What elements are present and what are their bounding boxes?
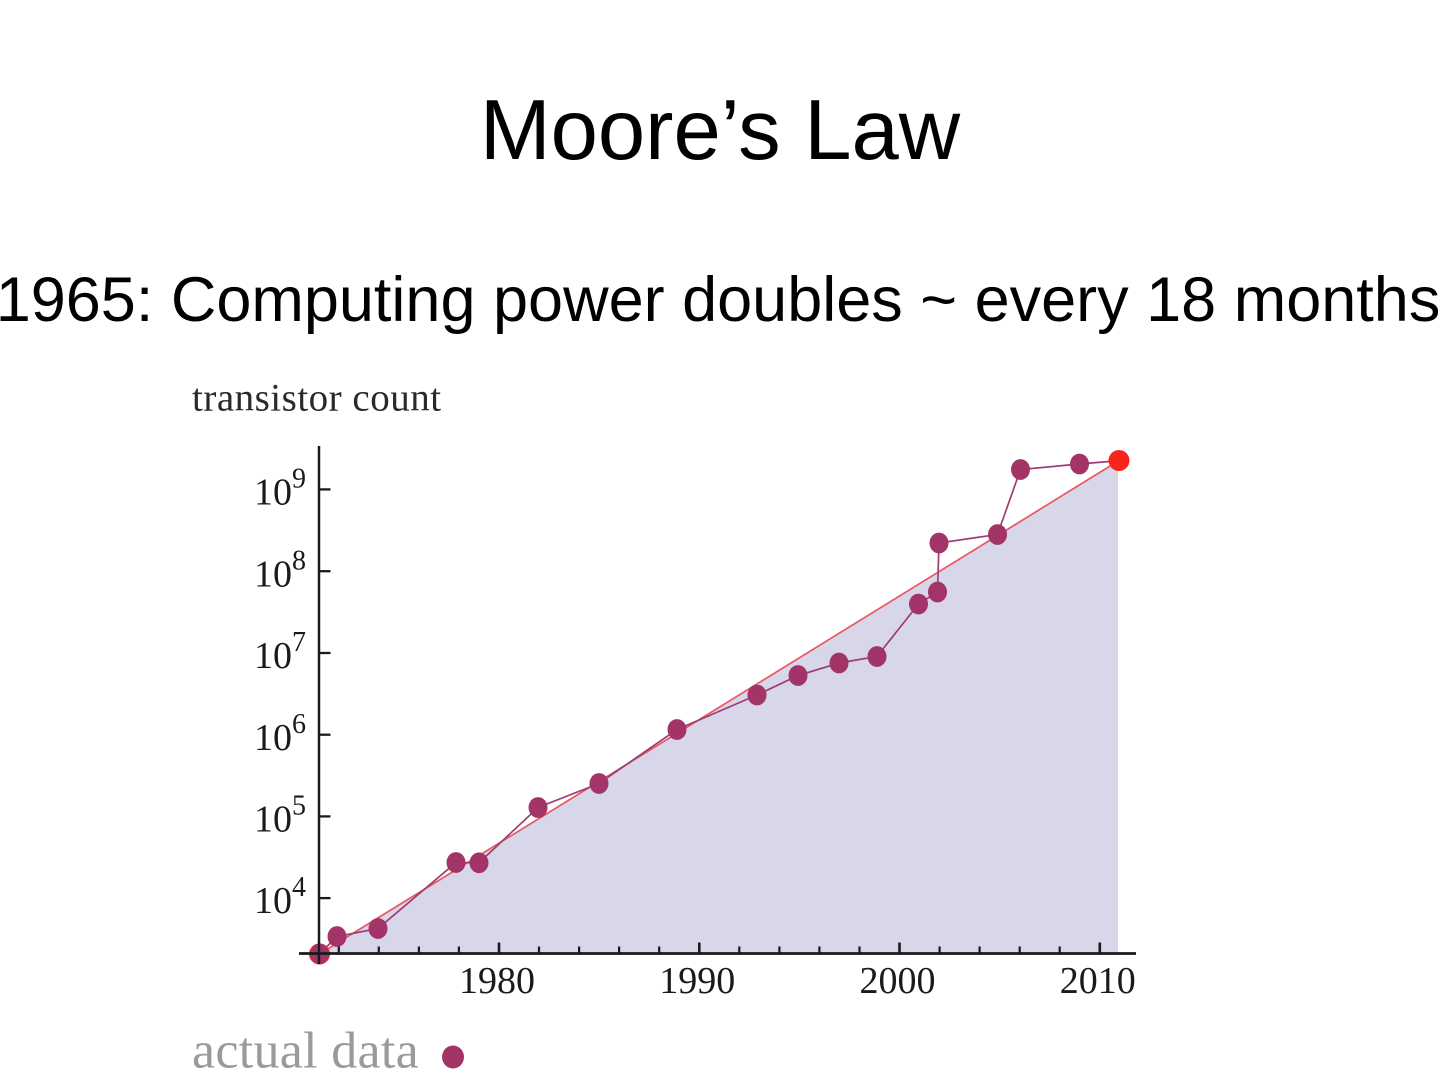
svg-text:1965: Computing power doubles: 1965: Computing power doubles ~ every 18… <box>0 265 1440 335</box>
svg-text:104: 104 <box>254 872 306 922</box>
svg-text:transistor count: transistor count <box>192 377 442 420</box>
svg-text:1980: 1980 <box>459 960 535 1002</box>
svg-text:108: 108 <box>254 545 306 595</box>
svg-text:actual data: actual data <box>192 1023 419 1080</box>
svg-text:107: 107 <box>254 627 306 677</box>
svg-text:1990: 1990 <box>659 960 735 1002</box>
svg-text:Moore’s Law: Moore’s Law <box>480 83 961 178</box>
svg-text:105: 105 <box>254 791 306 841</box>
svg-text:106: 106 <box>254 709 306 759</box>
svg-text:2010: 2010 <box>1060 960 1136 1002</box>
svg-text:2000: 2000 <box>860 960 936 1002</box>
svg-text:109: 109 <box>254 464 306 514</box>
